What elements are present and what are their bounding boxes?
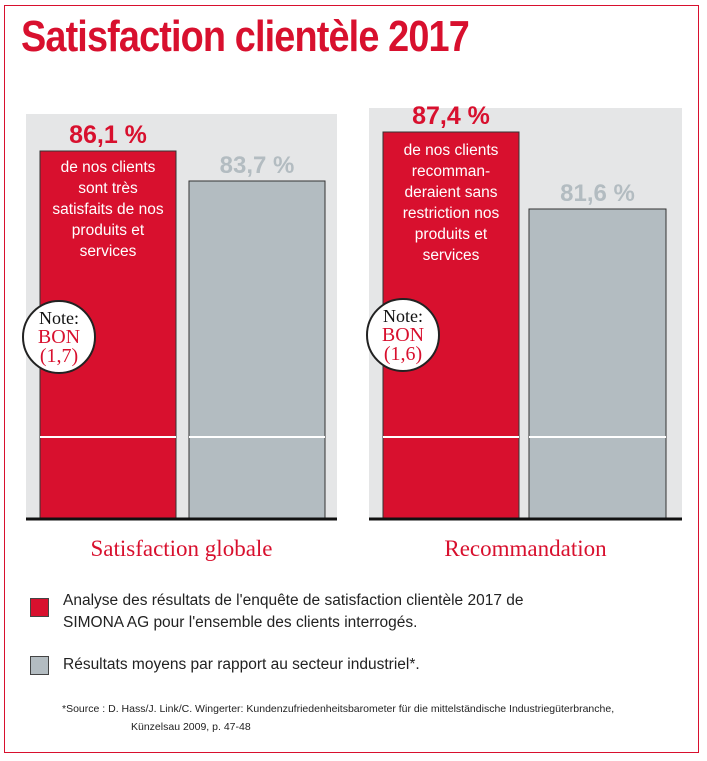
bar-description-recommandation: de nos clients recomman- deraient sans r… xyxy=(402,142,500,264)
rating-label: Note: xyxy=(383,305,423,326)
rating-grade: BON xyxy=(37,325,81,348)
source-line-2: Künzelsau 2009, p. 47-48 xyxy=(131,721,251,733)
legend-text-industry: Résultats moyens par rapport au secteur … xyxy=(63,656,420,673)
value-label-industry-satisfaction: 83,7 % xyxy=(220,152,295,179)
source-line-1: *Source : D. Hass/J. Link/C. Wingerter: … xyxy=(62,703,615,715)
value-label-simona-recommandation: 87,4 % xyxy=(412,102,490,130)
rating-badge-recommandation: Note: BON (1,6) xyxy=(366,298,440,372)
legend-text-simona: Analyse des résultats de l'enquête de sa… xyxy=(63,592,524,631)
rating-badge-satisfaction: Note: BON (1,7) xyxy=(22,300,96,374)
rating-score: (1,6) xyxy=(383,342,423,365)
category-label-recommandation: Recommandation xyxy=(444,536,607,561)
legend-swatch-industry xyxy=(30,656,49,675)
rating-label: Note: xyxy=(39,307,79,328)
bar-industry-recommandation xyxy=(528,208,667,519)
category-label-satisfaction: Satisfaction globale xyxy=(90,536,273,561)
bar-description-satisfaction: de nos clients sont très satisfaits de n… xyxy=(52,159,164,260)
bar-industry-satisfaction xyxy=(188,180,326,519)
page-title: Satisfaction clientèle 2017 xyxy=(21,12,470,61)
rating-grade: BON xyxy=(381,323,425,346)
value-label-simona-satisfaction: 86,1 % xyxy=(69,121,147,149)
rating-score: (1,7) xyxy=(39,344,79,367)
legend-swatch-simona xyxy=(30,598,49,617)
value-label-industry-recommandation: 81,6 % xyxy=(560,180,635,207)
